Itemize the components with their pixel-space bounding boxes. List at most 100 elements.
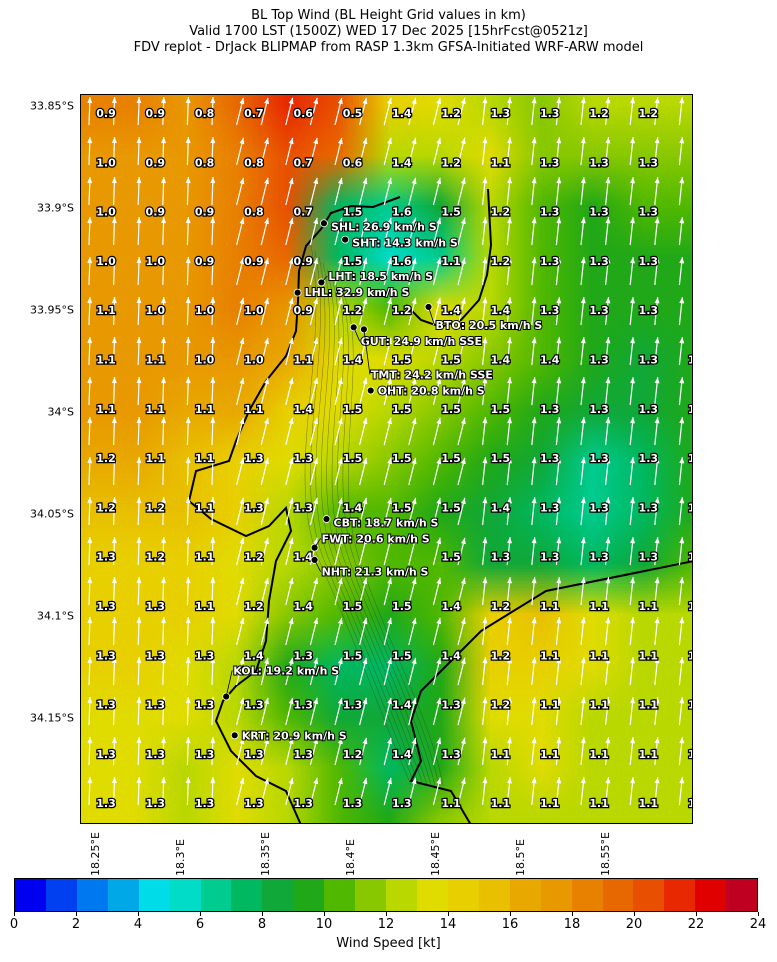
- wind-arrow-head: [387, 537, 392, 545]
- bl-height-value: 1.3: [293, 699, 313, 712]
- wind-arrow-head: [436, 737, 442, 745]
- wind-arrow-head: [111, 617, 117, 624]
- wind-arrow-head: [507, 97, 512, 104]
- bl-height-value: 1.4: [491, 354, 511, 367]
- wind-arrow-head: [531, 537, 537, 544]
- wind-arrow-head: [288, 417, 294, 425]
- wind-arrow-head: [630, 577, 635, 584]
- wind-arrow-head: [87, 137, 93, 144]
- wind-arrow-head: [87, 217, 93, 224]
- wind-arrow-head: [288, 617, 294, 625]
- bl-height-value: 1.2: [244, 551, 264, 564]
- wind-arrow-head: [556, 257, 562, 264]
- station-label: OHT: 20.8 km/h S: [378, 385, 485, 398]
- wind-arrow-head: [630, 97, 635, 104]
- colorbar-tick-mark: [758, 912, 759, 916]
- wind-arrow-head: [531, 137, 537, 144]
- bl-height-value: 1.3: [441, 699, 461, 712]
- wind-arrow-head: [580, 577, 586, 584]
- wind-arrow-head: [239, 377, 245, 385]
- wind-arrow-head: [87, 737, 93, 744]
- wind-arrow-head: [185, 697, 191, 704]
- bl-height-value: 1.3: [589, 255, 609, 268]
- wind-arrow-head: [239, 657, 245, 665]
- wind-arrow-head: [337, 337, 343, 345]
- bl-height-value: 1.5: [392, 501, 412, 514]
- bl-height-value: 0.9: [146, 206, 166, 219]
- colorbar-tick-label: 12: [377, 917, 395, 932]
- wind-arrow-head: [239, 257, 245, 265]
- station-marker: [320, 219, 328, 228]
- wind-arrow-head: [210, 657, 216, 664]
- colorbar-segment: [169, 879, 201, 911]
- bl-height-value: 1.3: [589, 354, 609, 367]
- lon-tick-label: 18.3°E: [174, 839, 187, 876]
- wind-arrow-head: [411, 137, 417, 145]
- colorbar: [14, 878, 758, 912]
- wind-arrow-head: [436, 657, 442, 665]
- colorbar-tick-mark: [634, 912, 635, 916]
- wind-arrow-head: [556, 457, 562, 464]
- colorbar-segment: [355, 879, 387, 911]
- bl-height-value: 1.2: [491, 699, 511, 712]
- bl-height-value: 1.5: [441, 354, 461, 367]
- bl-height-value: 0.9: [244, 255, 264, 268]
- wind-arrow-head: [337, 497, 343, 505]
- bl-height-value: 1.3: [639, 403, 659, 416]
- bl-height-value: 1.5: [441, 551, 461, 564]
- wind-arrow-head: [580, 257, 586, 264]
- wind-speed-field: [81, 95, 692, 823]
- colorbar-tick-label: 10: [315, 917, 333, 932]
- bl-height-value: 1.3: [639, 354, 659, 367]
- map-plot: 0.9 0.9 0.8 0.7 0.6 0.5 1.4 1.2 1.3 1.3 1.2 1.2 1.0 0…: [80, 94, 693, 824]
- wind-arrow-head: [337, 217, 343, 225]
- wind-arrow-head: [288, 777, 294, 785]
- wind-arrow-head: [531, 777, 537, 784]
- wind-arrow-head: [87, 337, 93, 344]
- bl-height-value: 0.9: [96, 107, 116, 120]
- wind-arrow-head: [185, 177, 191, 184]
- wind-arrow-head: [387, 377, 392, 385]
- wind-arrow-head: [111, 577, 117, 584]
- wind-arrow-head: [556, 617, 562, 624]
- wind-arrow-head: [313, 537, 319, 545]
- wind-arrow-head: [630, 257, 635, 264]
- bl-height-value: 1.3: [589, 551, 609, 564]
- wind-arrow-head: [411, 257, 417, 265]
- coastline: [405, 188, 493, 329]
- wind-arrow-head: [436, 617, 442, 625]
- wind-arrow-head: [654, 657, 660, 664]
- terrain-contour: [334, 280, 436, 786]
- wind-arrow-head: [460, 257, 466, 265]
- wind-arrow-head: [313, 377, 319, 385]
- wind-arrow-head: [507, 417, 512, 424]
- wind-arrow-head: [580, 177, 586, 184]
- station-marker: [322, 515, 331, 523]
- bl-height-value: 0.9: [195, 206, 215, 219]
- bl-height-value: 1.3: [96, 551, 116, 564]
- wind-arrow-head: [411, 417, 417, 425]
- wind-arrow-head: [136, 177, 142, 184]
- bl-height-value: 1.4: [392, 748, 412, 761]
- wind-arrow-head: [337, 297, 343, 305]
- wind-arrow-head: [210, 337, 216, 344]
- colorbar-segment: [15, 879, 46, 911]
- bl-height-value: 1.2: [392, 304, 412, 317]
- bl-height-value: 1.5: [441, 403, 461, 416]
- bl-height-value: 1.3: [441, 748, 461, 761]
- terrain-contour: [326, 268, 428, 786]
- wind-arrow-head: [605, 777, 611, 784]
- colorbar-segment: [571, 879, 603, 911]
- lon-tick-label: 18.35°E: [259, 832, 272, 876]
- bl-height-value: 1.3: [244, 699, 264, 712]
- wind-arrow-head: [313, 417, 319, 425]
- wind-arrow-head: [161, 657, 167, 664]
- wind-arrow-head: [387, 457, 392, 465]
- wind-arrow-head: [387, 337, 392, 345]
- wind-arrow-head: [313, 617, 319, 625]
- wind-arrow-head: [313, 217, 319, 225]
- wind-arrow-head: [87, 657, 93, 664]
- wind-arrow-head: [460, 177, 466, 185]
- wind-arrow-head: [161, 337, 167, 344]
- wind-arrow-head: [288, 537, 294, 545]
